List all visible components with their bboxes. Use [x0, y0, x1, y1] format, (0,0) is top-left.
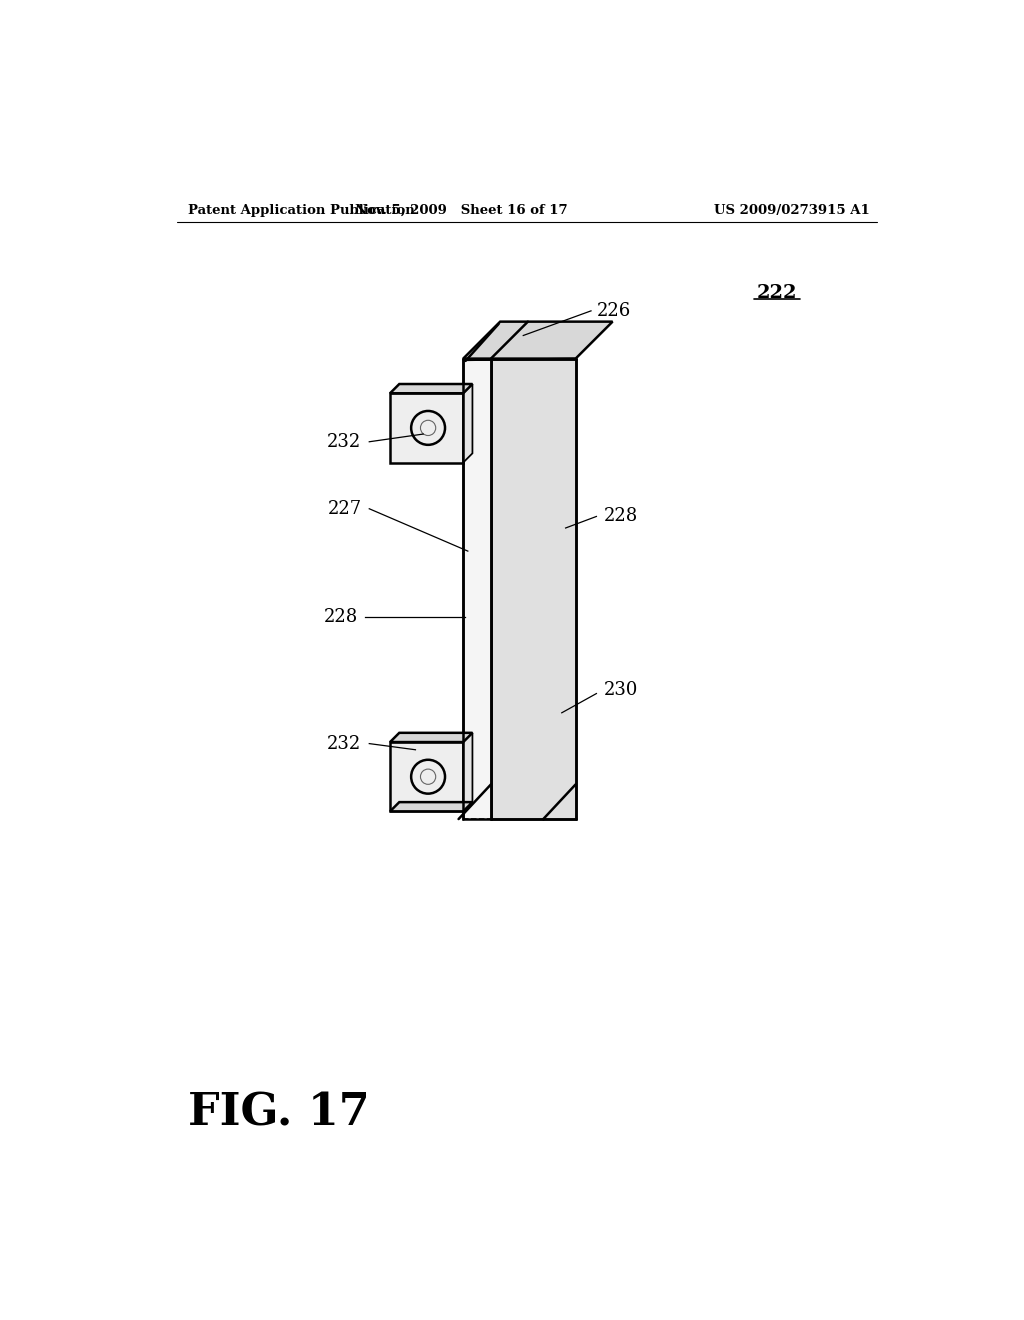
Polygon shape: [390, 733, 472, 742]
Text: 232: 232: [328, 735, 361, 752]
Polygon shape: [390, 803, 472, 812]
Text: 228: 228: [324, 607, 357, 626]
Text: Patent Application Publication: Patent Application Publication: [188, 205, 415, 218]
Polygon shape: [490, 359, 575, 818]
Polygon shape: [463, 733, 472, 812]
Polygon shape: [390, 742, 463, 812]
Text: 232: 232: [328, 433, 361, 450]
Polygon shape: [390, 393, 463, 462]
Text: US 2009/0273915 A1: US 2009/0273915 A1: [714, 205, 869, 218]
Polygon shape: [463, 384, 472, 462]
Polygon shape: [390, 384, 472, 393]
Text: 228: 228: [604, 507, 638, 525]
Polygon shape: [463, 322, 612, 359]
Text: FIG. 17: FIG. 17: [188, 1092, 370, 1135]
Text: 227: 227: [328, 500, 361, 517]
Text: 222: 222: [757, 284, 798, 302]
Text: 230: 230: [604, 681, 639, 698]
Text: 226: 226: [597, 302, 632, 319]
Text: Nov. 5, 2009   Sheet 16 of 17: Nov. 5, 2009 Sheet 16 of 17: [355, 205, 568, 218]
Polygon shape: [463, 359, 490, 818]
